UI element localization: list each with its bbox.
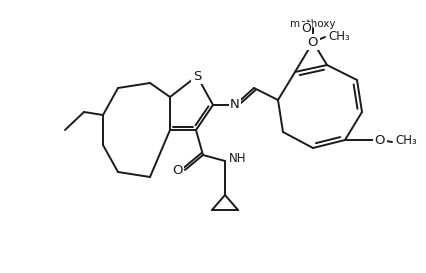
Text: NH: NH [228,153,246,165]
Text: O: O [307,35,317,49]
Text: O: O [172,164,183,177]
Text: S: S [193,70,201,82]
Text: CH₃: CH₃ [394,133,416,147]
Text: methoxy: methoxy [290,19,335,29]
Text: O: O [307,35,317,49]
Text: O: O [300,22,310,35]
Text: N: N [230,99,239,111]
Text: O: O [374,133,384,147]
Text: CH₃: CH₃ [327,29,349,43]
